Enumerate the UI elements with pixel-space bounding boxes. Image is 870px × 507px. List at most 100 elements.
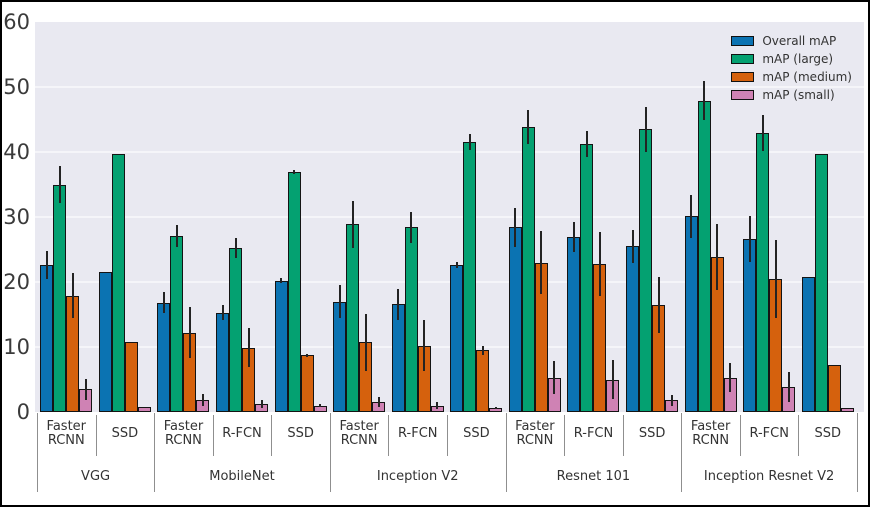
bar-overall-map (801, 277, 815, 412)
bar-map-large (580, 144, 594, 412)
bar-slot (111, 22, 125, 412)
legend-swatch-icon (731, 72, 755, 82)
bar-map-large (404, 227, 418, 412)
bar-slot (801, 22, 815, 412)
model-label: Faster RCNN (163, 419, 204, 448)
error-bar (45, 251, 48, 279)
bar-map-medium (476, 350, 490, 412)
bar-map-large (53, 184, 67, 412)
bar-map-small (840, 408, 854, 412)
bar-slot (652, 22, 666, 412)
bar-slot (684, 22, 698, 412)
bar-slot (287, 22, 301, 412)
subgroup-separator (96, 415, 97, 456)
bar-slot (417, 22, 431, 412)
bar-group-inception-v2-faster-rcnn (330, 22, 389, 412)
bar-slot (814, 22, 828, 412)
error-bar (71, 272, 74, 319)
y-tick-label-20: 20 (3, 270, 30, 294)
error-bar (410, 211, 413, 243)
group-separator (681, 413, 682, 492)
legend-item: mAP (small) (731, 86, 852, 104)
error-bar (234, 238, 237, 258)
error-bar (468, 134, 471, 151)
bar-overall-map (274, 280, 288, 412)
model-label: SSD (111, 426, 139, 441)
bar-slot (710, 22, 724, 412)
bar-slot (124, 22, 138, 412)
bar-slot (216, 22, 230, 412)
bar-map-large (756, 133, 770, 412)
group-separator (154, 413, 155, 492)
bar-slot (567, 22, 581, 412)
bar-overall-map (508, 227, 522, 412)
bar-map-small (137, 406, 151, 412)
error-bar (494, 406, 497, 410)
backbone-label: VGG (81, 468, 111, 484)
model-label-row: Faster RCNN SSD Faster RCNN R-FCN SSD Faster … (37, 412, 857, 456)
subgroup-separator (564, 415, 565, 456)
error-bar (527, 110, 530, 145)
bar-overall-map (684, 216, 698, 412)
bar-slot (333, 22, 347, 412)
legend-label: Overall mAP (762, 34, 837, 48)
model-label: Faster RCNN (46, 419, 87, 448)
bar-slot (489, 22, 503, 412)
error-bar (201, 393, 204, 406)
model-label: Faster RCNN (515, 419, 555, 448)
gridline-20 (35, 281, 864, 283)
bar-slot (359, 22, 373, 412)
bar-group-inception-v2-r-fcn (388, 22, 447, 412)
model-label: Faster RCNN (339, 419, 379, 448)
error-bar (540, 230, 543, 295)
bar-slot (697, 22, 711, 412)
bar-slot (255, 22, 269, 412)
bar-overall-map (40, 265, 54, 412)
bar-map-large (814, 153, 828, 412)
error-bar (293, 170, 296, 175)
bar-map-large (346, 224, 360, 412)
backbone-label: Inception Resnet V2 (703, 468, 835, 484)
bar-map-large (287, 172, 301, 412)
bar-slot (665, 22, 679, 412)
bar-slot (79, 22, 93, 412)
bar-map-large (170, 235, 184, 412)
error-bar (716, 224, 719, 291)
error-bar (306, 353, 309, 358)
bar-map-medium (827, 364, 841, 412)
y-tick-label-10: 10 (3, 335, 30, 359)
bar-slot (840, 22, 854, 412)
bar-slot (346, 22, 360, 412)
bar-slot (463, 22, 477, 412)
bar-overall-map (743, 239, 757, 412)
bar-slot (300, 22, 314, 412)
bar-group-resnet-101-ssd (623, 22, 682, 412)
error-bar (338, 284, 341, 319)
y-tick-label-30: 30 (3, 205, 30, 229)
error-bar (260, 400, 263, 409)
bar-map-large (111, 153, 125, 412)
bar-map-large (639, 129, 653, 412)
error-bar (247, 328, 250, 368)
bar-slot (404, 22, 418, 412)
error-bar (631, 230, 634, 263)
error-bar (729, 363, 732, 392)
subgroup-separator (798, 415, 799, 456)
error-bar (657, 277, 660, 334)
bar-slot (743, 22, 757, 412)
bar-overall-map (450, 265, 464, 412)
bar-slot (372, 22, 386, 412)
bar-map-large (229, 248, 243, 412)
model-label: R-FCN (398, 426, 438, 441)
legend-label: mAP (medium) (762, 70, 852, 84)
subgroup-separator (213, 415, 214, 456)
bar-group-inception-resnet-v2-r-fcn (740, 22, 799, 412)
bar-map-large (697, 100, 711, 412)
bar-slot (229, 22, 243, 412)
backbone-label-row: VGG MobileNet Inception V2 Resnet 101 Incept… (37, 462, 857, 490)
error-bar (670, 395, 673, 406)
error-bar (221, 305, 224, 320)
legend-item: mAP (large) (731, 50, 852, 68)
bar-slot (593, 22, 607, 412)
